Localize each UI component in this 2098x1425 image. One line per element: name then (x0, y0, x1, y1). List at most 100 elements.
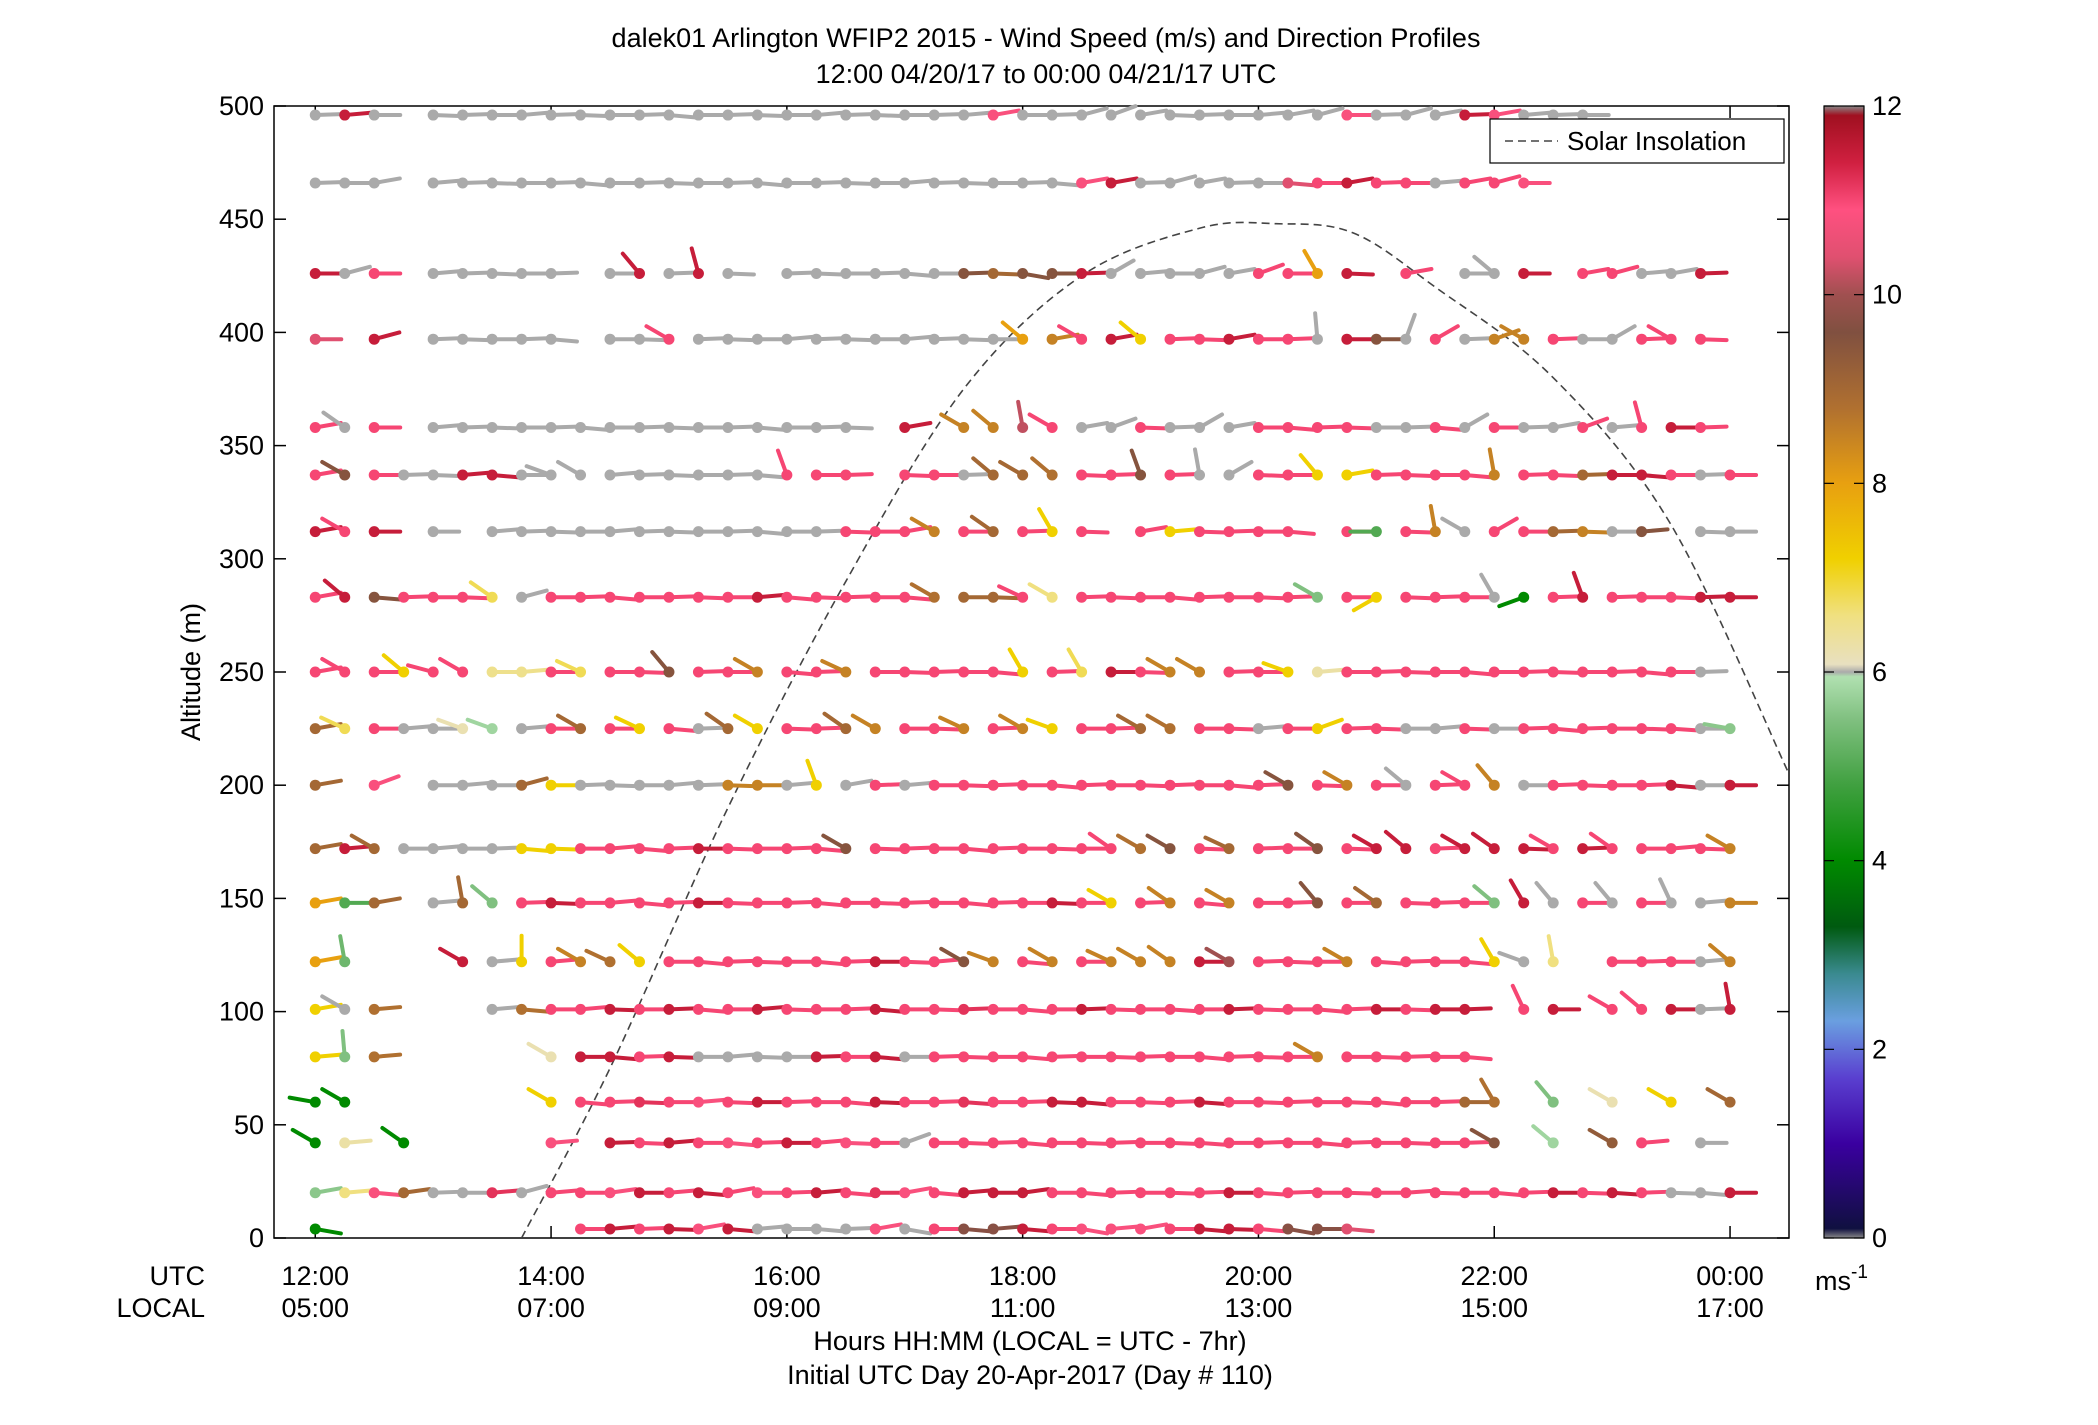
wind-barb-point (899, 1223, 911, 1235)
wind-barb-point (516, 109, 528, 121)
wind-barb-point (545, 109, 557, 121)
wind-barb-point (516, 469, 528, 481)
wind-barb-point (1665, 268, 1677, 280)
wind-barb-point (840, 956, 852, 968)
wind-barb-point (840, 1096, 852, 1108)
wind-barb-point (751, 779, 763, 791)
wind-barb-point (1194, 268, 1206, 280)
colorbar-tick-label: 10 (1872, 280, 1902, 310)
y-axis-title: Altitude (m) (176, 603, 206, 741)
wind-barb-point (899, 333, 911, 345)
wind-barb-point (1724, 956, 1736, 968)
wind-barb-point (1518, 109, 1530, 121)
wind-barb-point (1341, 956, 1353, 968)
wind-barb-point (1695, 1187, 1707, 1199)
wind-barb-point (781, 109, 793, 121)
wind-barb-point (1223, 779, 1235, 791)
wind-barb-point (1105, 666, 1117, 678)
wind-barb-point (1400, 333, 1412, 345)
wind-barb-point (633, 591, 645, 603)
wind-barb-point (958, 666, 970, 678)
wind-barb-point (1518, 779, 1530, 791)
wind-barb-point (516, 956, 528, 968)
wind-barb-point (486, 666, 498, 678)
wind-barb-point (1282, 956, 1294, 968)
wind-barb-point (604, 333, 616, 345)
wind-barb-point (840, 268, 852, 280)
wind-barb-point (1046, 421, 1058, 433)
wind-barb-point (309, 1096, 321, 1108)
wind-barb-point (751, 1051, 763, 1063)
wind-barb-point (457, 333, 469, 345)
wind-barb-point (1429, 779, 1441, 791)
wind-barb-point (604, 177, 616, 189)
wind-barb-point (899, 779, 911, 791)
wind-barb-point (1105, 1051, 1117, 1063)
wind-barb-point (1724, 843, 1736, 855)
wind-barb-point (899, 1187, 911, 1199)
wind-barb-point (869, 956, 881, 968)
wind-barb-point (1223, 333, 1235, 345)
wind-barb-point (987, 779, 999, 791)
wind-barb-point (1076, 897, 1088, 909)
wind-barb-point (1665, 1003, 1677, 1015)
wind-barb-point (692, 1051, 704, 1063)
wind-barb-point (486, 843, 498, 855)
wind-barb-point (1488, 956, 1500, 968)
wind-barb-point (1076, 526, 1088, 538)
x-axis-subtitle: Initial UTC Day 20-Apr-2017 (Day # 110) (787, 1360, 1273, 1390)
wind-barb-point (633, 109, 645, 121)
wind-barb-point (427, 109, 439, 121)
wind-barb-point (1194, 526, 1206, 538)
local-row-label: LOCAL (116, 1293, 205, 1323)
wind-barb-point (1488, 723, 1500, 735)
wind-barb-point (1105, 723, 1117, 735)
wind-barb-point (1252, 1137, 1264, 1149)
wind-barb-point (1046, 591, 1058, 603)
wind-barb-point (1695, 1137, 1707, 1149)
wind-barb-point (722, 177, 734, 189)
wind-barb-point (928, 779, 940, 791)
wind-barb-point (1488, 268, 1500, 280)
wind-barb-point (1429, 526, 1441, 538)
wind-barb-point (781, 1187, 793, 1199)
wind-barb-point (1017, 1137, 1029, 1149)
wind-barb-point (1518, 897, 1530, 909)
wind-barb-point (1370, 109, 1382, 121)
wind-barb-point (987, 333, 999, 345)
wind-barb-point (1636, 469, 1648, 481)
wind-barb-point (840, 177, 852, 189)
wind-barb-point (810, 1096, 822, 1108)
wind-barb-point (692, 526, 704, 538)
wind-barb-point (339, 956, 351, 968)
wind-barb-point (987, 1223, 999, 1235)
wind-barb-point (633, 421, 645, 433)
wind-barb-point (869, 1051, 881, 1063)
wind-barb-point (575, 469, 587, 481)
wind-barb-point (1370, 1187, 1382, 1199)
wind-barb-point (1488, 897, 1500, 909)
wind-barb-point (1223, 666, 1235, 678)
wind-barb-point (722, 723, 734, 735)
wind-barb-point (1606, 1187, 1618, 1199)
wind-barb-point (1311, 1096, 1323, 1108)
wind-barb-point (722, 1187, 734, 1199)
wind-barb-point (309, 1137, 321, 1149)
wind-barb-point (1076, 421, 1088, 433)
wind-barb-point (1223, 177, 1235, 189)
wind-barb-point (1164, 1223, 1176, 1235)
wind-barb-point (1194, 1051, 1206, 1063)
wind-barb-point (1252, 897, 1264, 909)
wind-barb-point (1076, 843, 1088, 855)
wind-barb-point (987, 897, 999, 909)
wind-barb-point (1076, 1187, 1088, 1199)
wind-barb-point (1695, 333, 1707, 345)
wind-barb-point (1341, 1096, 1353, 1108)
wind-barb-point (516, 723, 528, 735)
wind-barb-point (309, 526, 321, 538)
wind-barb-point (987, 1187, 999, 1199)
wind-barb-point (1223, 1187, 1235, 1199)
wind-barb-point (722, 1096, 734, 1108)
wind-barb-point (457, 956, 469, 968)
wind-barb-point (1046, 109, 1058, 121)
